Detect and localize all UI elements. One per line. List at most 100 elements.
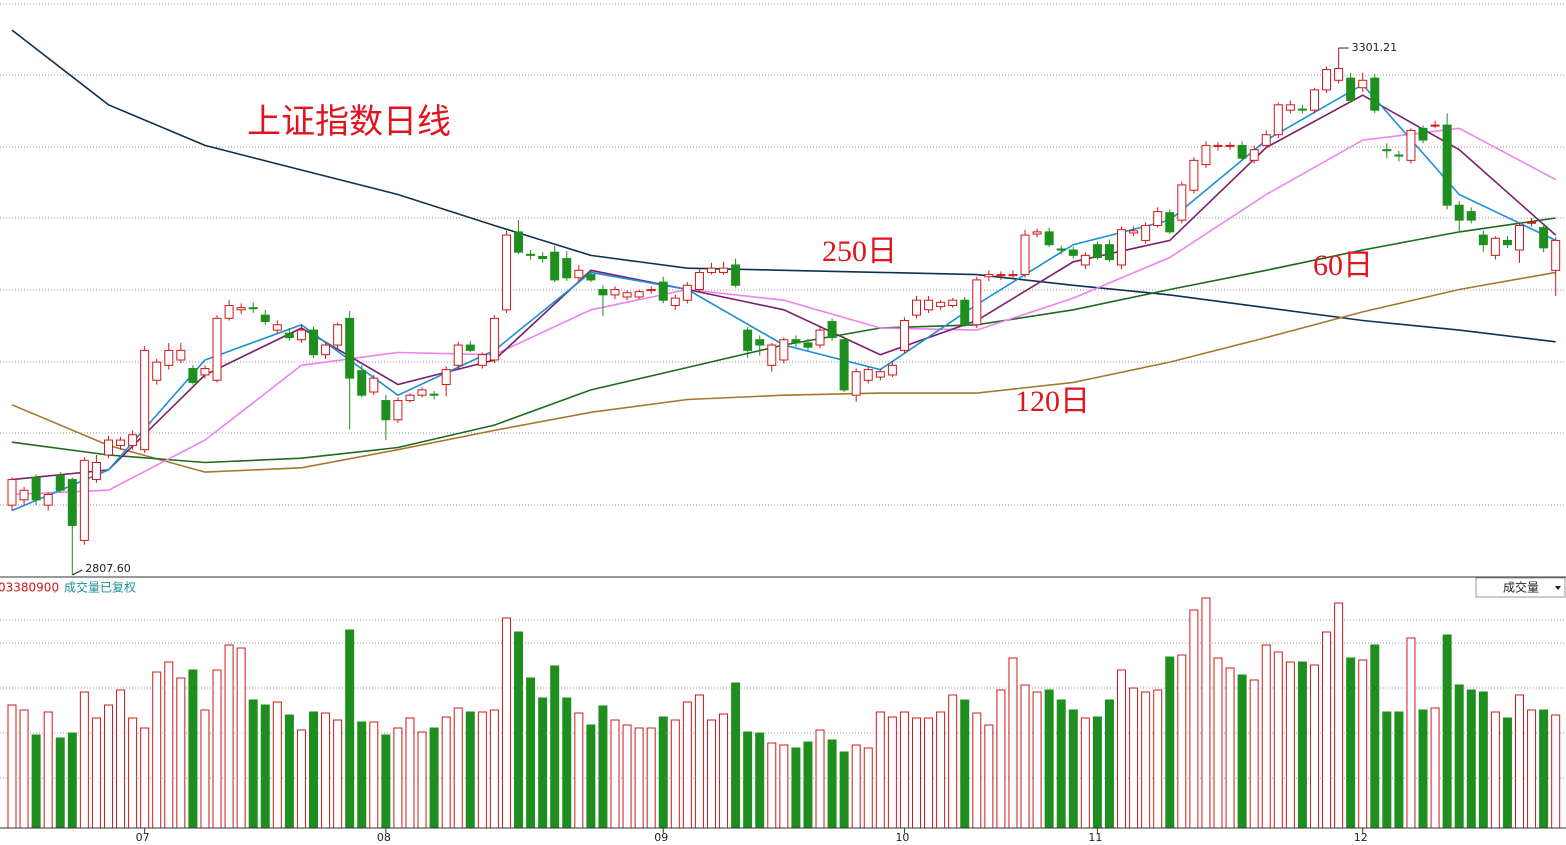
candle-body — [477, 354, 487, 366]
volume-bar — [839, 751, 849, 829]
candle-body — [1515, 224, 1524, 251]
volume-bar — [321, 712, 331, 829]
volume-bar — [887, 716, 897, 829]
candle-body — [272, 324, 282, 331]
volume-bar — [1539, 709, 1549, 829]
candle-body — [296, 329, 306, 341]
volume-bar — [803, 741, 813, 829]
volume-bar — [1466, 689, 1476, 829]
volume-bar — [164, 661, 174, 829]
volume-bar — [212, 669, 222, 829]
candle-body — [164, 349, 174, 366]
candle-body — [248, 307, 258, 310]
ma-line — [11, 94, 1557, 481]
volume-bar — [1165, 656, 1175, 829]
candle-body — [1285, 104, 1295, 111]
candle-body — [610, 289, 620, 296]
candle-body — [91, 461, 101, 481]
candle-body — [465, 344, 475, 351]
candle-body — [321, 344, 331, 356]
volume-bar — [706, 719, 716, 829]
candle-body — [1358, 79, 1368, 89]
candle-body — [333, 324, 343, 346]
candle-body — [1225, 144, 1235, 147]
dropdown-arrow[interactable] — [1555, 586, 1561, 590]
volume-bar — [1177, 654, 1187, 829]
candle-body — [863, 369, 873, 381]
candle-body — [1502, 239, 1512, 246]
candle-body — [887, 364, 897, 376]
volume-bar — [634, 727, 644, 829]
candle-body — [634, 291, 644, 298]
volume-bar — [538, 697, 548, 829]
volume-bar — [827, 739, 837, 829]
line-annotation: 250日 — [822, 235, 897, 268]
candle-body — [1141, 224, 1151, 241]
volume — [7, 597, 1561, 829]
candle-body — [1551, 239, 1561, 271]
volume-bar — [1056, 699, 1066, 829]
candle-body — [128, 434, 138, 446]
volume-bar — [658, 716, 668, 829]
candle-body — [1020, 234, 1030, 276]
candle-body — [284, 332, 294, 339]
candle-body — [622, 292, 632, 298]
candle-body — [79, 459, 89, 541]
volume-bar — [1551, 714, 1561, 829]
volume-bar — [1249, 679, 1259, 829]
volume-bar — [996, 689, 1006, 829]
volume-bar — [381, 734, 391, 829]
volume-bar — [1273, 651, 1283, 829]
selector-box[interactable] — [1475, 577, 1566, 598]
candle-body — [839, 339, 849, 391]
volume-bar — [670, 719, 680, 829]
candle-body — [526, 253, 536, 256]
chart-title: 上证指数日线 — [247, 103, 451, 141]
volume-bar — [1442, 634, 1452, 829]
candle-body — [260, 314, 270, 323]
candle-body — [646, 289, 656, 292]
candle-body — [489, 317, 499, 361]
volume-bar — [1225, 667, 1235, 829]
volume-bar — [1297, 661, 1307, 829]
volume-bar — [67, 732, 77, 829]
selector-label[interactable]: 成交量 — [1503, 580, 1539, 595]
volume-bar — [1261, 644, 1271, 829]
candle-body — [1382, 149, 1392, 152]
candle-body — [1273, 104, 1283, 136]
max-label: 3301.21 — [1352, 41, 1398, 54]
volume-bar — [743, 731, 753, 829]
candle-body — [767, 344, 777, 366]
volume-bar — [333, 719, 343, 829]
candle-body — [574, 269, 584, 279]
candle-body — [1261, 134, 1271, 146]
candle-body — [1080, 254, 1090, 266]
volume-bar — [103, 704, 113, 829]
volume-bar — [948, 694, 958, 829]
candle-body — [1527, 221, 1537, 224]
volume-bar — [477, 711, 487, 829]
candle-body — [176, 349, 186, 361]
volume-bar — [1430, 707, 1440, 829]
candle-body — [309, 329, 318, 356]
volume-bar — [284, 714, 294, 829]
candle-body — [116, 439, 126, 446]
candle-body — [417, 389, 427, 396]
volume-bar — [465, 711, 475, 829]
candle-body — [719, 267, 729, 273]
min-label: 2807.60 — [85, 562, 131, 575]
candle-body — [694, 271, 704, 291]
volume-selector[interactable]: 成交量 — [1475, 577, 1566, 598]
volume-bar — [526, 677, 536, 829]
candle-body — [67, 479, 77, 526]
candle-body — [1466, 211, 1476, 221]
volume-bar — [501, 617, 511, 829]
volume-bar — [200, 709, 210, 829]
candle-body — [912, 299, 921, 316]
volume-bar — [43, 711, 53, 829]
volume-bar — [1201, 597, 1211, 829]
min-pointer — [72, 569, 83, 576]
volume-bar — [369, 721, 379, 829]
candle-body — [224, 305, 234, 319]
candle-body — [682, 284, 692, 301]
